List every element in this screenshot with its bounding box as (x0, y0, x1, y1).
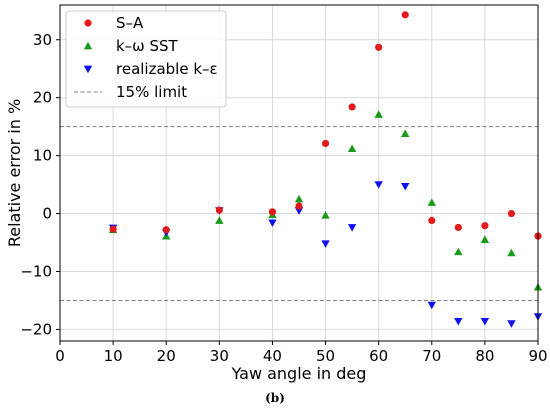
data-point (321, 139, 330, 148)
data-point (428, 216, 436, 225)
data-point (427, 198, 436, 206)
x-tick-label: 80 (475, 347, 494, 365)
x-tick-label: 30 (210, 347, 229, 365)
legend-label: realizable k–ε (116, 60, 218, 78)
y-tick-label: −10 (20, 262, 52, 280)
legend-box (65, 10, 227, 108)
data-point (401, 182, 410, 191)
data-point (348, 103, 356, 111)
legend: S–A k–ω SST realizable k–ε 15% limit (65, 10, 227, 108)
data-point (215, 216, 224, 224)
reference-lines (60, 126, 538, 301)
legend-label: k–ω SST (116, 37, 179, 55)
legend-marker (83, 41, 93, 50)
x-axis-label: Yaw angle in deg (231, 364, 367, 383)
y-tick-label: 20 (33, 89, 52, 107)
data-point (454, 223, 462, 232)
data-point (268, 208, 277, 216)
axes (59, 4, 539, 342)
data-point (375, 43, 383, 51)
legend-label: 15% limit (116, 83, 187, 101)
data-points (108, 11, 543, 328)
data-point (294, 207, 304, 215)
data-point (507, 320, 516, 328)
x-tick-label: 0 (55, 347, 65, 365)
data-point (347, 224, 357, 232)
plot-frame (59, 4, 539, 342)
x-axis-ticks: 0 10 20 30 40 50 60 70 80 90 (55, 341, 548, 365)
data-point (507, 209, 516, 218)
data-point (321, 211, 330, 219)
data-point (347, 144, 357, 153)
data-point (215, 206, 223, 214)
data-point (507, 248, 516, 257)
x-tick-label: 10 (104, 347, 123, 365)
y-tick-label: 0 (42, 205, 52, 223)
y-axis-ticks: −20 −10 0 10 20 30 (20, 31, 60, 338)
x-tick-label: 50 (316, 347, 335, 365)
data-point (454, 247, 463, 256)
data-point (294, 194, 304, 203)
data-point (295, 202, 303, 210)
data-point (480, 235, 490, 243)
data-point (109, 225, 117, 233)
data-point (268, 219, 277, 228)
legend-marker (84, 19, 92, 27)
data-point (162, 226, 170, 234)
y-axis-label: Relative error in % (5, 99, 24, 247)
data-point (401, 11, 409, 19)
data-point (480, 317, 490, 326)
x-tick-label: 60 (369, 347, 388, 365)
x-tick-label: 70 (422, 347, 441, 365)
data-point (401, 129, 410, 137)
data-point (481, 222, 489, 230)
figure-caption: (b) (265, 391, 285, 405)
y-tick-label: 10 (33, 147, 52, 165)
legend-marker (83, 65, 93, 74)
x-tick-label: 40 (263, 347, 282, 365)
x-tick-label: 90 (528, 347, 547, 365)
data-point (321, 240, 330, 248)
y-tick-label: −20 (20, 320, 52, 338)
data-point (427, 301, 436, 310)
data-point (374, 110, 383, 118)
y-tick-label: 30 (33, 31, 52, 49)
x-tick-label: 20 (157, 347, 176, 365)
legend-label: S–A (116, 14, 144, 32)
data-point (374, 181, 383, 189)
data-point (454, 317, 463, 326)
